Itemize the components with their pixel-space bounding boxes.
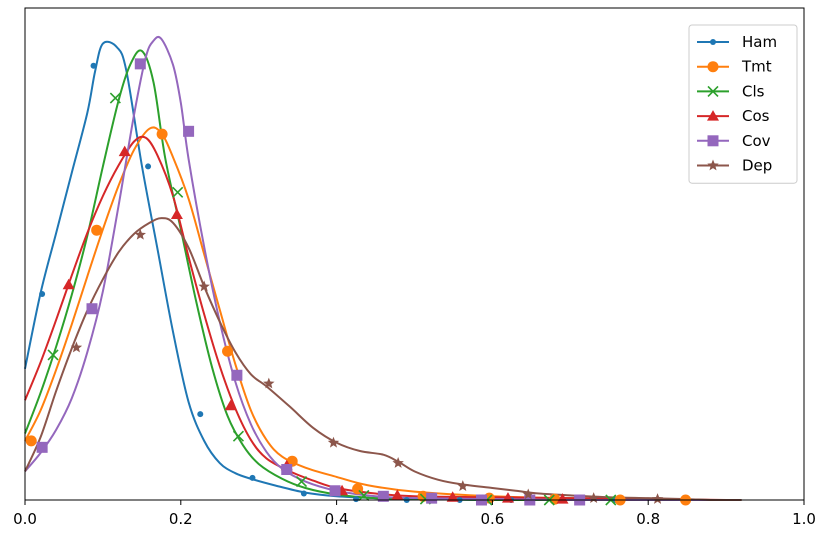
legend: Ham Tmt Cls Cos Cov Dep xyxy=(688,24,798,184)
point-dep-4 xyxy=(327,436,340,448)
series-line-cos xyxy=(24,135,727,501)
legend-label-dep: Dep xyxy=(742,157,772,175)
point-dep-2 xyxy=(198,280,210,292)
x-tick-label-2: 0.4 xyxy=(325,510,349,528)
legend-marker-cov xyxy=(707,135,719,147)
plot-frame xyxy=(24,7,805,501)
point-cos-3 xyxy=(224,399,237,411)
point-dep-5 xyxy=(392,457,404,468)
legend-label-ham: Ham xyxy=(742,33,777,51)
point-cos-1 xyxy=(118,145,131,157)
point-ham-5 xyxy=(300,490,307,497)
x-tick-label-1: 0.2 xyxy=(169,510,193,528)
point-cov-3 xyxy=(183,125,195,137)
legend-marker-ham xyxy=(710,39,716,45)
point-cls-3 xyxy=(232,430,245,442)
x-axis: 0.0 0.2 0.4 0.6 0.8 1.0 xyxy=(13,500,816,528)
point-tmt-2 xyxy=(156,128,168,140)
point-ham-4 xyxy=(249,474,256,481)
point-ham-3 xyxy=(197,411,204,418)
series-line-cov xyxy=(24,35,727,502)
point-dep-8 xyxy=(587,492,600,504)
point-ham-1 xyxy=(90,62,97,69)
point-cls-5 xyxy=(358,489,370,501)
point-dep-3 xyxy=(263,377,275,389)
x-tick-label-5: 1.0 xyxy=(792,510,816,528)
point-cov-8 xyxy=(426,492,438,504)
point-tmt-3 xyxy=(222,345,234,357)
point-cos-2 xyxy=(170,208,183,219)
point-cos-0 xyxy=(62,278,75,290)
point-dep-9 xyxy=(651,493,664,504)
legend-label-cov: Cov xyxy=(742,132,771,150)
point-cos-6 xyxy=(391,489,404,500)
legend-marker-cos xyxy=(707,110,719,121)
point-cos-7 xyxy=(446,491,459,502)
point-cls-1 xyxy=(109,92,121,104)
series-line-ham xyxy=(24,40,727,502)
series-line-dep xyxy=(24,217,742,502)
point-dep-7 xyxy=(522,488,534,500)
point-dep-6 xyxy=(457,480,469,491)
point-dep-1 xyxy=(134,228,146,240)
legend-label-cos: Cos xyxy=(742,107,770,125)
legend-marker-dep xyxy=(707,159,719,171)
point-cov-7 xyxy=(377,490,389,502)
legend-label-cls: Cls xyxy=(742,82,765,100)
point-ham-6 xyxy=(353,496,360,503)
point-cov-0 xyxy=(36,441,48,453)
point-tmt-0 xyxy=(25,435,37,447)
legend-marker-tmt xyxy=(707,61,719,73)
point-tmt-1 xyxy=(91,224,103,236)
point-cls-2 xyxy=(172,186,184,198)
point-tmt-4 xyxy=(286,455,298,467)
point-ham-2 xyxy=(145,163,152,170)
legend-label-tmt: Tmt xyxy=(741,58,772,76)
series-line-cls xyxy=(24,49,727,502)
x-tick-label-4: 0.8 xyxy=(636,510,660,528)
x-tick-label-0: 0.0 xyxy=(13,510,37,528)
legend-marker-cls xyxy=(707,85,719,97)
point-cos-9 xyxy=(556,493,569,504)
series-curves xyxy=(24,35,742,502)
point-cov-4 xyxy=(231,369,243,381)
x-tick-label-3: 0.6 xyxy=(480,510,504,528)
point-cov-1 xyxy=(86,303,98,315)
point-dep-0 xyxy=(70,341,83,353)
point-cls-0 xyxy=(47,349,59,361)
point-ham-0 xyxy=(39,290,46,297)
point-cov-2 xyxy=(134,58,146,70)
series-line-tmt xyxy=(24,126,734,502)
point-cls-4 xyxy=(295,475,308,488)
point-cov-6 xyxy=(329,485,341,497)
series-markers xyxy=(25,58,692,506)
point-cov-5 xyxy=(281,464,293,476)
